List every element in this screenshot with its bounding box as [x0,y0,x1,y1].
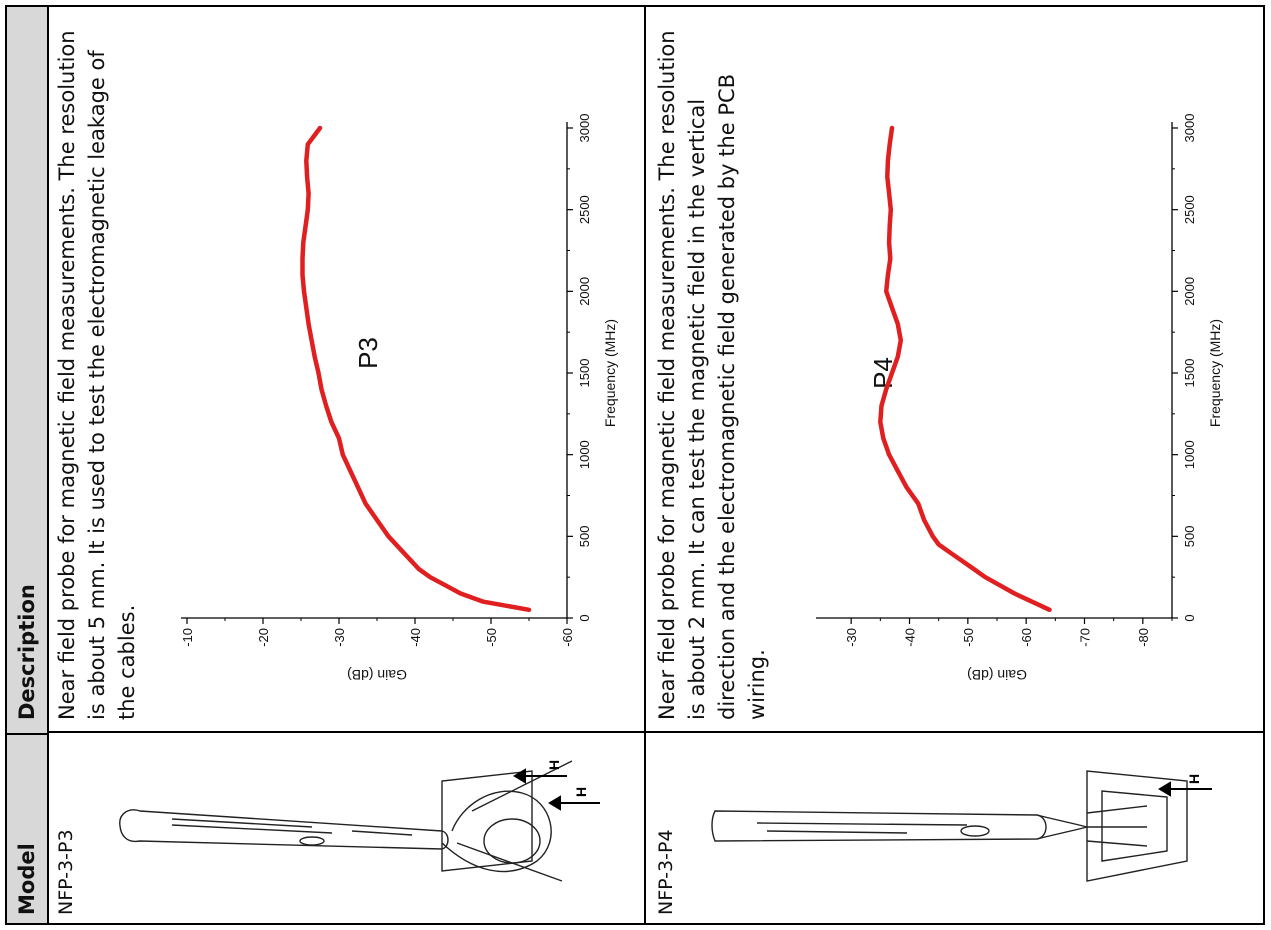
chart1-x-tick-label-2: 1000 [1182,440,1197,469]
chart0-y-tick-label-2: -30 [332,628,347,647]
chart1-series-line [878,125,1052,613]
chart0-y-axis-label: Gain (dB) [347,667,407,683]
chart0-x-tick-label-3: 1500 [577,359,592,388]
spec-table: Model Description NFP-3-P3 [5,5,1265,925]
chart1-y-axis-label: Gain (dB) [967,667,1027,683]
chart1-y-tick-label-5: -80 [1136,628,1151,647]
chart1-x-axis-label: Frequency (MHz) [1207,319,1223,427]
chart1-x-tick-label-6: 3000 [1182,114,1197,143]
chart1-y-tick-label-2: -50 [961,628,976,647]
chart1-x-tick-label-0: 0 [1182,614,1197,621]
row-p4-description: Near field probe for magnetic field meas… [655,30,769,720]
chart1-y-tick-label-0: -30 [844,628,859,647]
p3-field-label-2: H [546,760,562,770]
chart0-x-tick-label-2: 1000 [577,440,592,469]
chart-p4: -30 -40 -50 -60 -70 -80 0 500 1000 1500 2000 2500 30… [816,114,1223,683]
chart0-x-tick-label-1: 500 [577,525,592,547]
chart1-x-tick-label-4: 2000 [1182,277,1197,306]
probe-p4-illustration: H [711,770,1212,882]
chart0-x-axis-label: Frequency (MHz) [602,319,618,427]
chart1-x-tick-label-3: 1500 [1182,359,1197,388]
chart0-y-tick-label-1: -20 [256,628,271,647]
chart0-title: P3 [353,337,383,369]
chart-p3: -10 -20 -30 -40 -50 -600 500 1000 1500 2000 2500 30… [180,114,618,683]
column-divider [47,731,1263,733]
chart1-y-tick-label-3: -60 [1019,628,1034,647]
p4-field-label: H [1186,774,1202,784]
chart0-y-tick-label-0: -10 [180,628,195,647]
p3-field-label-1: H [573,787,589,797]
header-description-label: Description [15,584,39,720]
chart0-y-tick-label-4: -50 [484,628,499,647]
chart0-y-tick-label-3: -40 [408,628,423,647]
chart0-y-tick-label-5: -60 [560,628,575,647]
row-p3-description: Near field probe for magnetic field meas… [55,30,139,720]
chart0-x-tick-label-4: 2000 [577,277,592,306]
chart1-y-tick-label-4: -70 [1078,628,1093,647]
header-model-label: Model [15,843,39,915]
row-p4-model: NFP-3-P4 [655,829,677,915]
chart1-y-tick-label-1: -40 [903,628,918,647]
header-model-cell: Model [7,733,47,923]
chart0-series-line [300,125,532,613]
chart0-x-tick-label-6: 3000 [577,114,592,143]
row-divider [644,7,646,923]
chart1-x-tick-label-1: 500 [1182,525,1197,547]
table-header: Model Description [7,7,49,923]
chart0-x-tick-label-0: 0 [577,614,592,621]
chart1-x-tick-label-5: 2500 [1182,195,1197,224]
row-p3-model: NFP-3-P3 [55,829,77,915]
probe-p3-illustration: H H [119,760,600,882]
chart0-x-tick-label-5: 2500 [577,195,592,224]
